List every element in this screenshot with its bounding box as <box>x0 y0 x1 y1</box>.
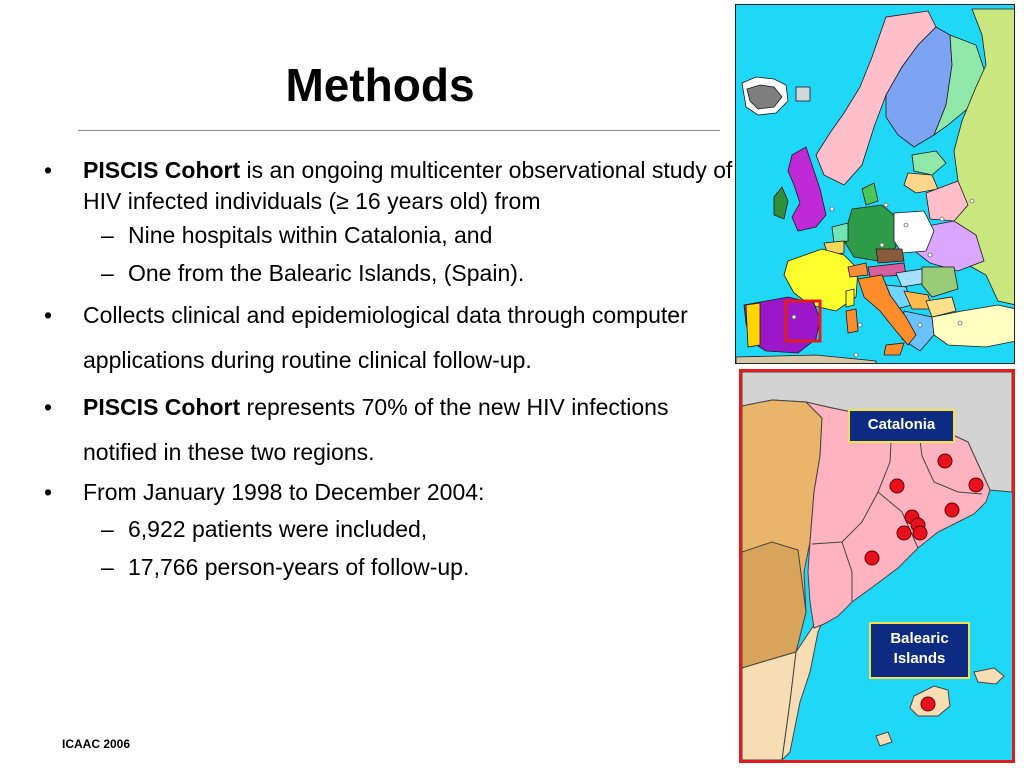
sub-bullet-catalonia-hospitals: – Nine hospitals within Catalonia, and <box>44 220 734 251</box>
slide-title: Methods <box>285 59 475 111</box>
catalonia-label: Catalonia <box>848 409 955 443</box>
sub-bullet-text: Nine hospitals within Catalonia, and <box>128 222 493 248</box>
bullet-piscis-cohort-description: • PISCIS Cohort is an ongoing multicente… <box>44 155 734 217</box>
bullet-marker: • <box>44 302 53 328</box>
sub-bullet-marker: – <box>101 260 114 286</box>
sub-bullet-balearic-hospital: – One from the Balearic Islands, (Spain)… <box>44 258 734 289</box>
sub-bullet-text: 6,922 patients were included, <box>128 516 428 542</box>
europe-map <box>735 4 1015 364</box>
bullet-bold-text: PISCIS Cohort <box>83 157 241 183</box>
sub-bullet-text: One from the Balearic Islands, (Spain). <box>128 260 525 286</box>
title-divider <box>78 130 720 131</box>
balearic-islands-label: Balearic Islands <box>869 622 970 679</box>
slide-content: • PISCIS Cohort is an ongoing multicente… <box>44 155 734 583</box>
catalonia-map: Catalonia Balearic Islands <box>739 369 1015 763</box>
bullet-text: Collects clinical and epidemiological da… <box>83 302 688 373</box>
sub-bullet-marker: – <box>101 516 114 542</box>
sub-bullet-patients-included: – 6,922 patients were included, <box>44 514 734 545</box>
bullet-text: From January 1998 to December 2004: <box>83 479 485 505</box>
europe-map-graphic <box>736 5 1014 363</box>
sub-bullet-person-years: – 17,766 person-years of follow-up. <box>44 552 734 583</box>
bullet-marker: • <box>44 479 53 505</box>
sub-bullet-marker: – <box>101 554 114 580</box>
sub-bullet-marker: – <box>101 222 114 248</box>
bullet-piscis-coverage: • PISCIS Cohort represents 70% of the ne… <box>44 385 734 475</box>
bullet-study-period: • From January 1998 to December 2004: <box>44 477 734 508</box>
bullet-marker: • <box>44 394 53 420</box>
bullet-text: is an ongoing multicenter observational … <box>83 157 733 214</box>
footer-conference-label: ICAAC 2006 <box>62 737 131 751</box>
sub-bullet-text: 17,766 person-years of follow-up. <box>128 554 470 580</box>
bullet-data-collection: • Collects clinical and epidemiological … <box>44 293 734 383</box>
bullet-marker: • <box>44 157 53 183</box>
bullet-text: represents 70% of the new HIV infections… <box>83 394 669 465</box>
bullet-bold-text: PISCIS Cohort <box>83 394 241 420</box>
